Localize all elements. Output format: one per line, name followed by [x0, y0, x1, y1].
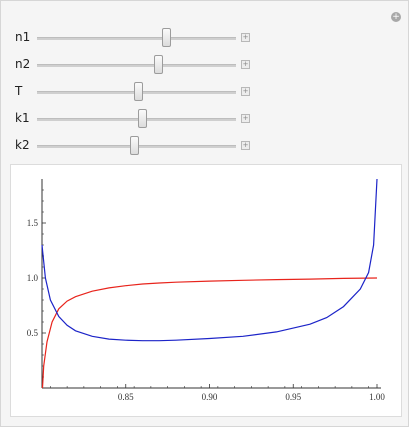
expand-controls-icon[interactable]: + [241, 87, 250, 96]
add-control-icon[interactable]: + [391, 12, 401, 22]
y-tick-label: 1.5 [27, 218, 39, 228]
slider-label: k2 [15, 138, 30, 152]
expand-controls-icon[interactable]: + [241, 114, 250, 123]
slider-label: n1 [15, 30, 31, 44]
expand-controls-icon[interactable]: + [241, 141, 250, 150]
line-chart: 0.85 0.90 0.95 1.00 0.5 1.0 1.5 [27, 178, 385, 402]
slider-label: k1 [15, 111, 30, 125]
slider-row-k1: k1 + [1, 108, 401, 128]
series-line-blue [41, 178, 378, 342]
slider-thumb[interactable] [161, 28, 171, 47]
x-tick-label: 0.90 [202, 392, 218, 402]
series-line-red [41, 277, 378, 389]
slider-thumb[interactable] [138, 109, 148, 128]
slider-label: T [15, 84, 23, 98]
slider-row-k2: k2 + [1, 135, 401, 155]
slider-thumb[interactable] [134, 82, 144, 101]
x-tick-label: 0.85 [118, 392, 134, 402]
slider-row-n2: n2 + [1, 54, 401, 74]
expand-controls-icon[interactable]: + [241, 33, 250, 42]
plot-panel: 0.85 0.90 0.95 1.00 0.5 1.0 1.5 [10, 164, 402, 417]
slider-row-n1: n1 + [1, 27, 401, 47]
y-tick-label: 1.0 [27, 273, 39, 283]
slider-track[interactable] [37, 37, 236, 40]
slider-thumb[interactable] [154, 55, 164, 74]
slider-row-T: T + [1, 81, 401, 101]
y-tick-label: 0.5 [27, 328, 39, 338]
x-tick-label: 0.95 [285, 392, 301, 402]
expand-controls-icon[interactable]: + [241, 60, 250, 69]
x-tick-label: 1.00 [369, 392, 385, 402]
slider-thumb[interactable] [129, 136, 139, 155]
slider-label: n2 [15, 57, 31, 71]
slider-track[interactable] [37, 64, 236, 67]
slider-track[interactable] [37, 118, 236, 121]
